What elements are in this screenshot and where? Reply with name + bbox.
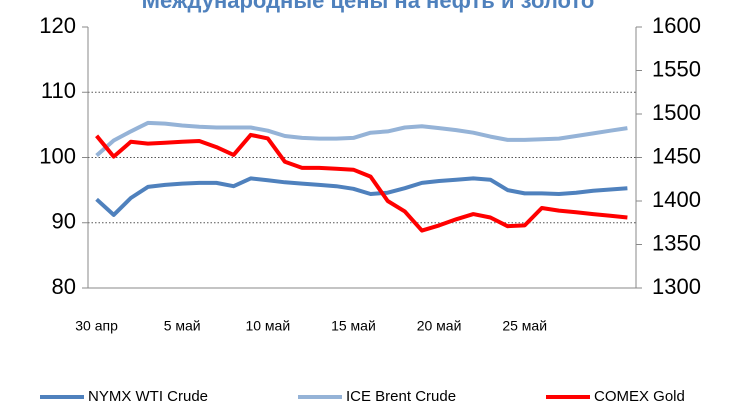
y-tick-label: 80 [52,274,76,299]
y-tick-label: 100 [39,143,76,168]
x-tick-label: 20 май [417,318,462,334]
y2-tick-label: 1300 [652,274,701,299]
chart-title: Международные цены на нефть и золото [142,0,595,13]
y-tick-label: 120 [39,13,76,38]
series-line [95,132,628,233]
x-tick-label: 10 май [245,318,290,334]
x-tick-label: 5 май [164,318,201,334]
x-tick-label: 15 май [331,318,376,334]
y2-tick-label: 1500 [652,100,701,125]
y2-tick-label: 1400 [652,187,701,212]
legend-label: COMEX Gold [594,388,685,405]
y-tick-label: 110 [41,78,76,103]
series-line [95,176,628,217]
y-tick-label: 90 [52,209,76,234]
x-tick-label: 25 май [502,318,547,334]
y2-tick-label: 1600 [652,13,701,38]
x-tick-label: 30 апр [75,318,118,334]
legend-label: ICE Brent Crude [346,388,456,405]
y2-tick-label: 1550 [652,56,701,81]
y2-tick-label: 1350 [652,230,701,255]
y2-tick-label: 1450 [652,143,701,168]
legend-label: NYMX WTI Crude [88,388,208,405]
series-line [95,120,628,158]
